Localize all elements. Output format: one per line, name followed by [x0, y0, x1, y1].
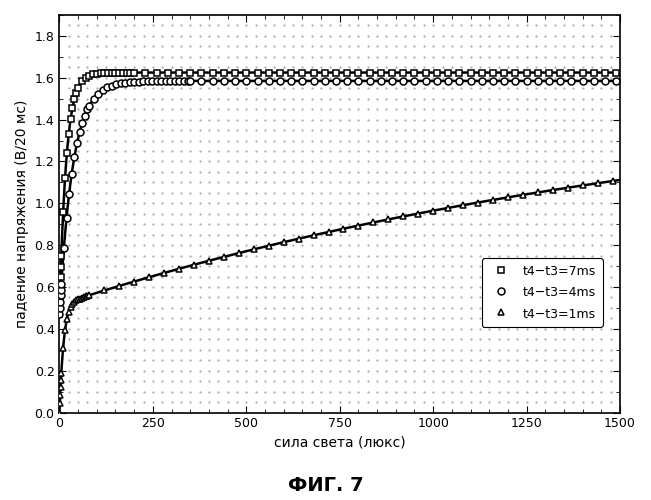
t4−t3=7ms — [209, 70, 217, 75]
t4−t3=7ms — [111, 70, 119, 75]
t4−t3=4ms — [557, 78, 564, 84]
t4−t3=4ms — [161, 78, 169, 84]
t4−t3=1ms — [414, 210, 422, 216]
Line: t4−t3=7ms: t4−t3=7ms — [56, 69, 620, 318]
Line: t4−t3=1ms: t4−t3=1ms — [56, 178, 616, 416]
Line: t4−t3=4ms: t4−t3=4ms — [56, 78, 620, 318]
t4−t3=7ms — [613, 70, 620, 75]
t4−t3=7ms — [81, 74, 89, 80]
Legend: t4−t3=7ms, t4−t3=4ms, t4−t3=1ms: t4−t3=7ms, t4−t3=4ms, t4−t3=1ms — [482, 258, 603, 327]
X-axis label: сила света (люкс): сила света (люкс) — [274, 436, 406, 450]
t4−t3=7ms — [489, 70, 497, 75]
t4−t3=1ms — [325, 229, 333, 235]
t4−t3=1ms — [250, 246, 258, 252]
t4−t3=7ms — [310, 70, 318, 75]
t4−t3=1ms — [295, 236, 303, 242]
t4−t3=1ms — [56, 400, 64, 406]
t4−t3=1ms — [85, 292, 93, 298]
t4−t3=4ms — [186, 78, 194, 84]
t4−t3=7ms — [545, 70, 553, 75]
t4−t3=4ms — [78, 120, 86, 126]
t4−t3=4ms — [366, 78, 374, 84]
t4−t3=4ms — [57, 281, 65, 287]
t4−t3=4ms — [613, 78, 620, 84]
t4−t3=7ms — [55, 311, 63, 317]
t4−t3=4ms — [126, 79, 133, 85]
t4−t3=7ms — [512, 70, 519, 75]
Y-axis label: падение напряжения (В/20 мс): падение напряжения (В/20 мс) — [15, 100, 29, 328]
Text: ФИГ. 7: ФИГ. 7 — [288, 476, 363, 495]
t4−t3=4ms — [55, 311, 63, 317]
t4−t3=1ms — [55, 410, 63, 416]
t4−t3=1ms — [609, 178, 616, 184]
